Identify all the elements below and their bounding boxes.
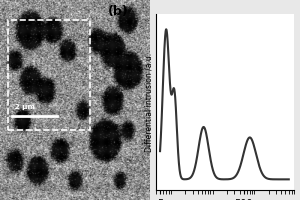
Bar <box>8 20 90 130</box>
Text: (b): (b) <box>108 5 128 18</box>
Y-axis label: Differential intrusion /a.u.: Differential intrusion /a.u. <box>144 52 153 152</box>
Text: 2 μm: 2 μm <box>15 104 35 110</box>
